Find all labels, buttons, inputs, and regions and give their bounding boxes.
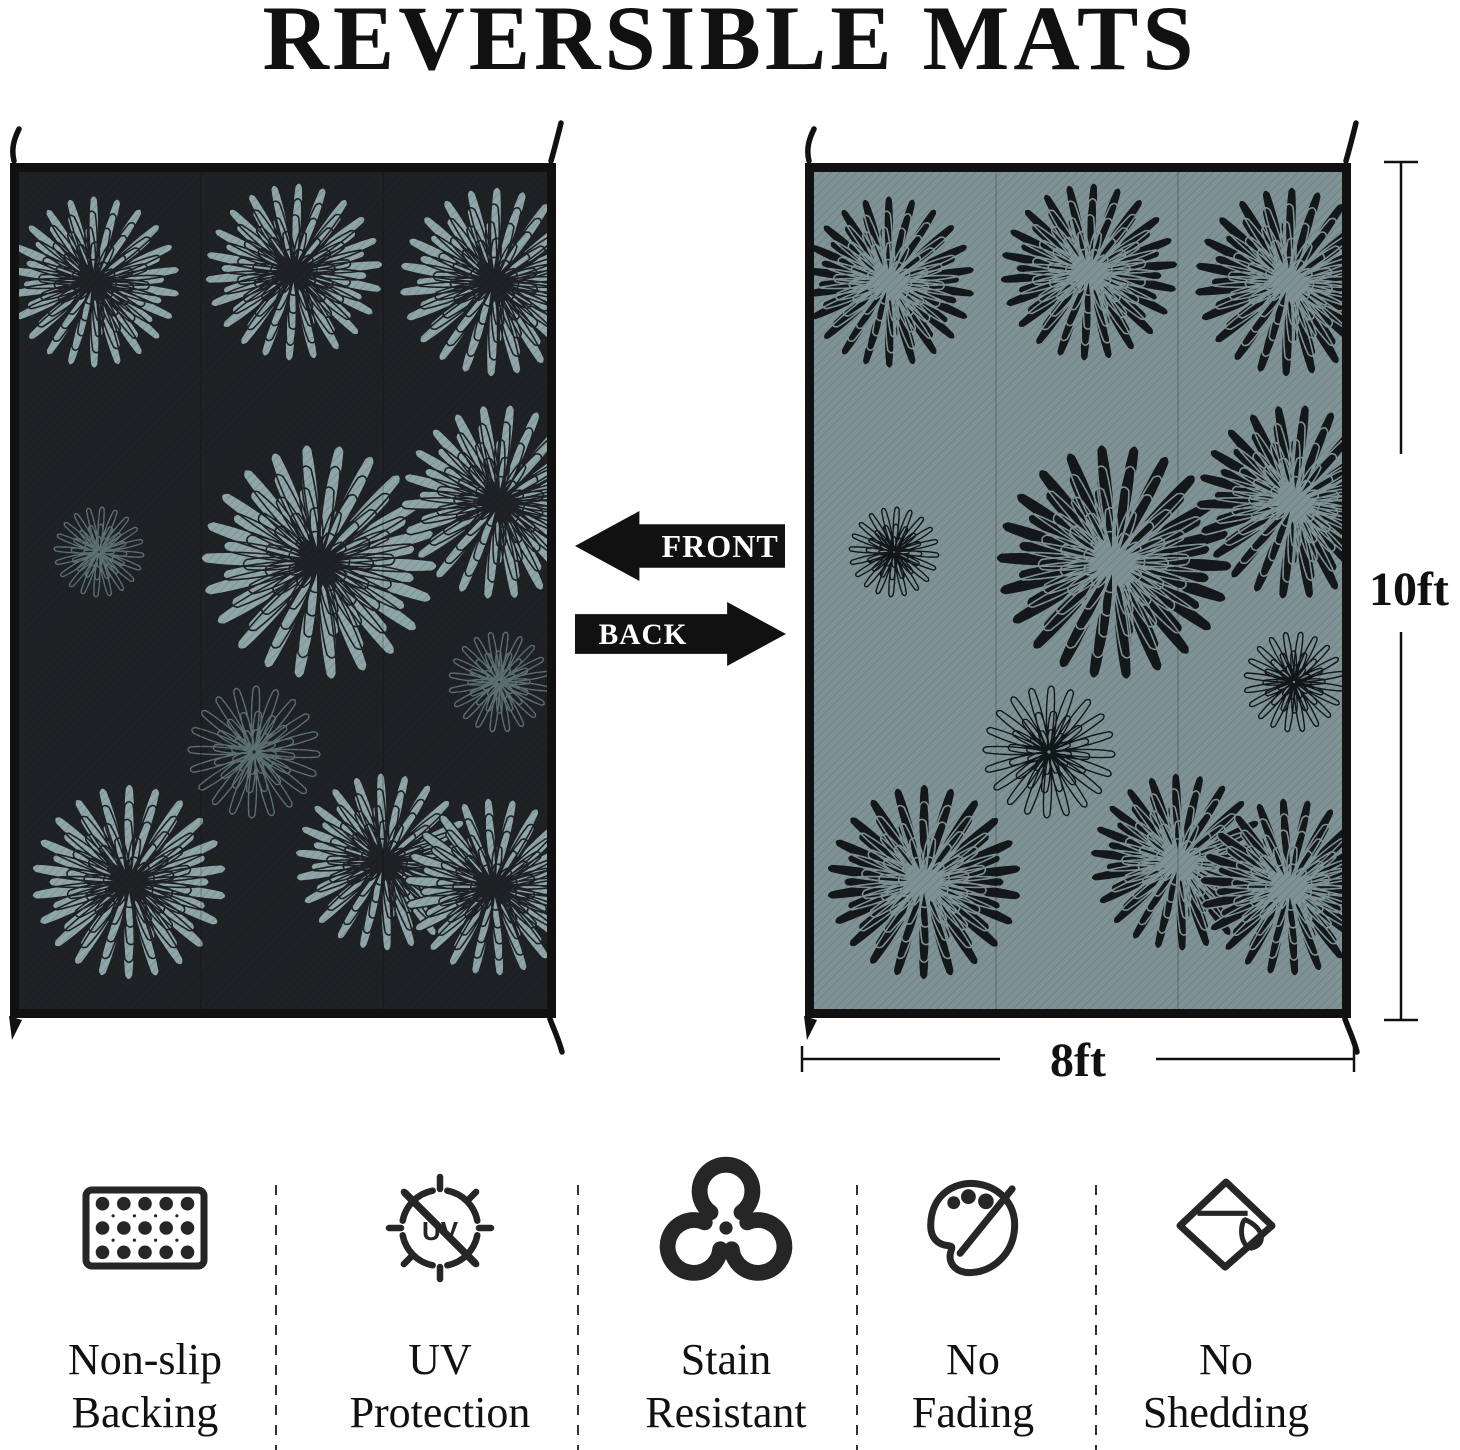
svg-text:Non-slip: Non-slip bbox=[68, 1335, 222, 1384]
svg-text:Shedding: Shedding bbox=[1143, 1388, 1309, 1437]
svg-text:No: No bbox=[946, 1335, 1000, 1384]
svg-text:BACK: BACK bbox=[599, 619, 688, 651]
svg-text:10ft: 10ft bbox=[1369, 563, 1449, 616]
svg-text:UV: UV bbox=[408, 1335, 472, 1384]
svg-text:Protection: Protection bbox=[350, 1388, 531, 1437]
svg-text:FRONT: FRONT bbox=[662, 528, 779, 564]
svg-text:REVERSIBLE MATS: REVERSIBLE MATS bbox=[262, 0, 1197, 89]
svg-text:Fading: Fading bbox=[912, 1388, 1034, 1437]
svg-text:Backing: Backing bbox=[72, 1388, 219, 1437]
svg-text:Resistant: Resistant bbox=[645, 1388, 806, 1437]
svg-text:8ft: 8ft bbox=[1050, 1034, 1106, 1087]
svg-text:Stain: Stain bbox=[681, 1335, 771, 1384]
svg-text:No: No bbox=[1199, 1335, 1253, 1384]
